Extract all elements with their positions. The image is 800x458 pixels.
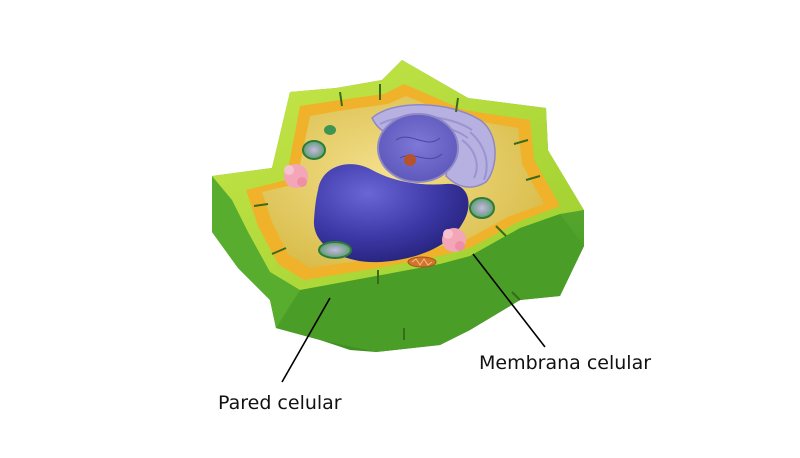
vesicle-2	[442, 228, 466, 252]
vesicle-1	[284, 164, 308, 188]
cell-membrane-label: Membrana celular	[479, 352, 652, 374]
leader-line-wall	[281, 297, 331, 383]
chloroplast-3	[318, 241, 352, 259]
cell-wall-label: Pared celular	[218, 392, 342, 414]
golgi-apparatus	[371, 104, 496, 188]
mitochondrion	[407, 256, 437, 268]
cell-wall-left-face	[212, 176, 300, 328]
chloroplast-1	[302, 140, 326, 160]
cell-wall-front	[272, 214, 584, 352]
chloroplast-4	[324, 125, 336, 135]
leader-line-membrane	[472, 253, 546, 348]
chloroplast-2	[469, 197, 495, 219]
plasmodesmata	[253, 84, 541, 340]
nucleus	[313, 164, 469, 263]
